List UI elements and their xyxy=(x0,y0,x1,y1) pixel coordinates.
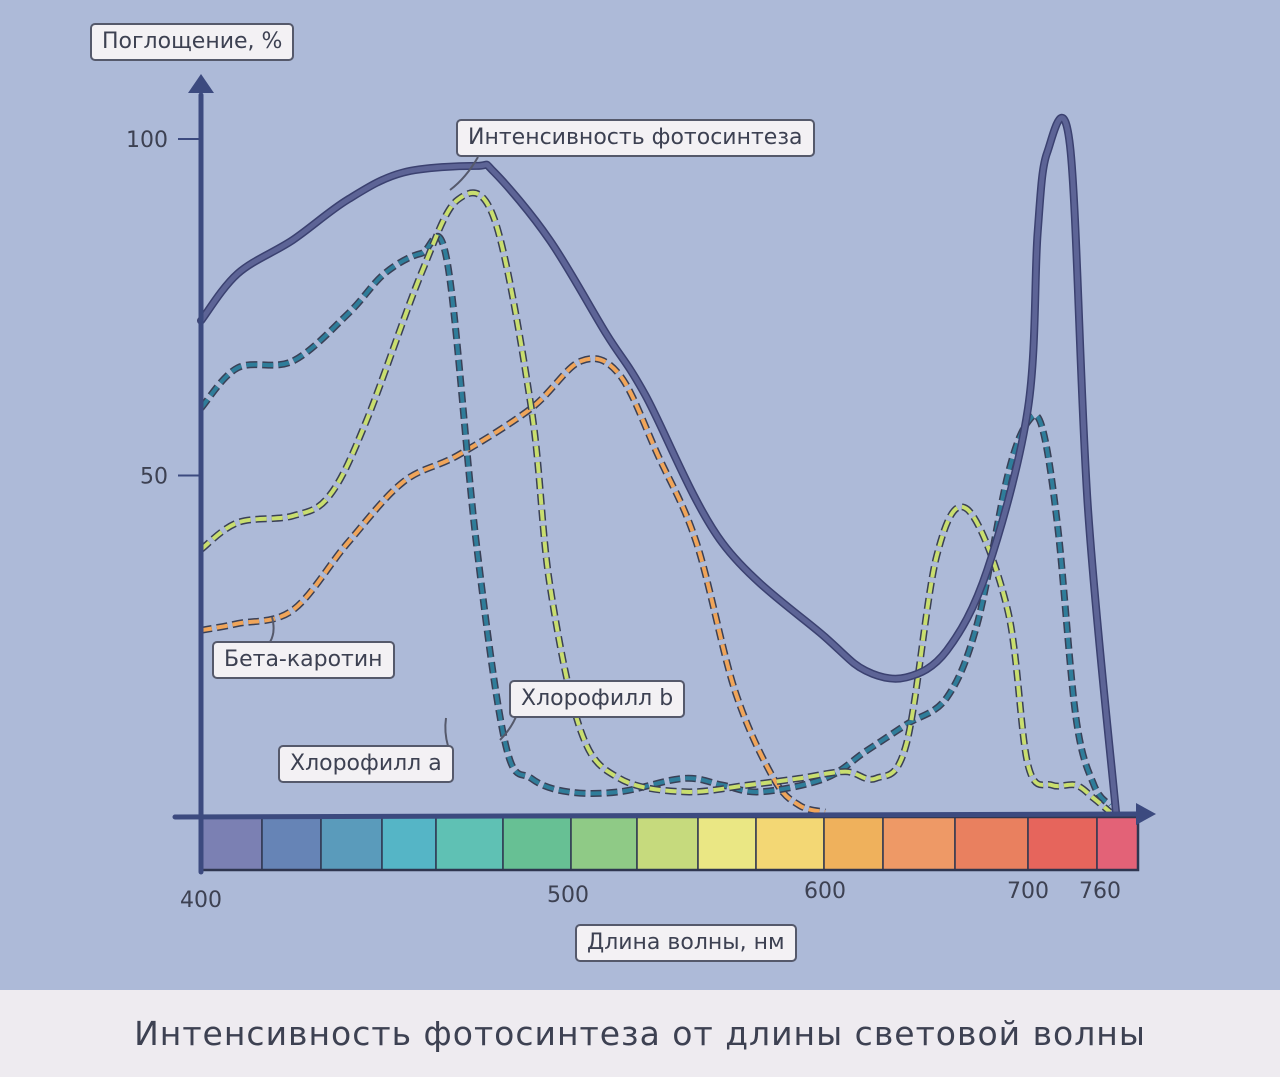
chart-title: Интенсивность фотосинтеза от длины свето… xyxy=(134,1014,1146,1053)
chart-area: 50 100 400 500 600 700 760 Поглощение, % Интен… xyxy=(90,23,1156,962)
leader-chlorophyll-a xyxy=(444,717,449,747)
spectrum-segment xyxy=(823,816,884,871)
footer: Интенсивность фотосинтеза от длины свето… xyxy=(0,990,1280,1077)
spectrum-segment xyxy=(381,816,437,871)
spectrum-segment xyxy=(200,816,263,871)
spectrum-segment xyxy=(435,816,504,871)
series-lines xyxy=(197,113,1120,816)
spectrum-segment xyxy=(697,816,757,871)
y-axis-arrow xyxy=(188,74,214,93)
series-label-beta-carotene: Бета-каротин xyxy=(212,641,395,679)
y-axis-label: Поглощение, % xyxy=(90,23,295,61)
series-line-photosynthesis-intensity xyxy=(198,115,1119,815)
color-spectrum-bar xyxy=(199,815,1140,872)
series-line-chlorophyll-a xyxy=(199,234,1112,807)
series-label-chlorophyll-b: Хлорофилл b xyxy=(509,680,686,718)
x-tick-label: 400 xyxy=(180,888,222,913)
spectrum-segment xyxy=(882,816,956,871)
leader-intensity xyxy=(449,156,479,191)
series-label-chlorophyll-a: Хлорофилл a xyxy=(278,745,454,783)
x-tick-label: 500 xyxy=(547,883,589,908)
spectrum-segment xyxy=(1096,816,1139,871)
tick-labels: 50 100 400 500 600 700 760 xyxy=(126,128,1121,913)
series-label-intensity: Интенсивность фотосинтеза xyxy=(456,119,815,157)
series-line-chlorophyll-b-outline xyxy=(198,189,1113,815)
chart-svg: 50 100 400 500 600 700 760 xyxy=(126,74,1156,913)
spectrum-segment xyxy=(954,816,1029,871)
x-axis-label: Длина волны, нм xyxy=(575,924,797,962)
spectrum-segment xyxy=(1027,816,1098,871)
series-line-chlorophyll-b xyxy=(199,190,1112,814)
x-axis-line xyxy=(172,811,1141,820)
spectrum-segment xyxy=(570,816,638,871)
leader-beta-carotene xyxy=(269,616,275,643)
y-tick-label: 50 xyxy=(140,465,168,490)
spectrum-segment xyxy=(502,816,572,871)
y-tick-label: 100 xyxy=(126,128,168,153)
spectrum-segment xyxy=(755,816,825,871)
x-axis-arrow xyxy=(1136,803,1156,825)
series-line-beta-carotene-outline xyxy=(200,355,826,816)
series-line-beta-carotene xyxy=(200,356,826,814)
spectrum-segment xyxy=(636,816,699,871)
x-tick-label: 760 xyxy=(1079,879,1121,904)
x-tick-label: 700 xyxy=(1007,879,1049,904)
spectrum-segment xyxy=(320,816,383,871)
spectrum-segment xyxy=(261,816,322,871)
x-tick-label: 600 xyxy=(804,879,846,904)
axes xyxy=(172,74,1156,875)
